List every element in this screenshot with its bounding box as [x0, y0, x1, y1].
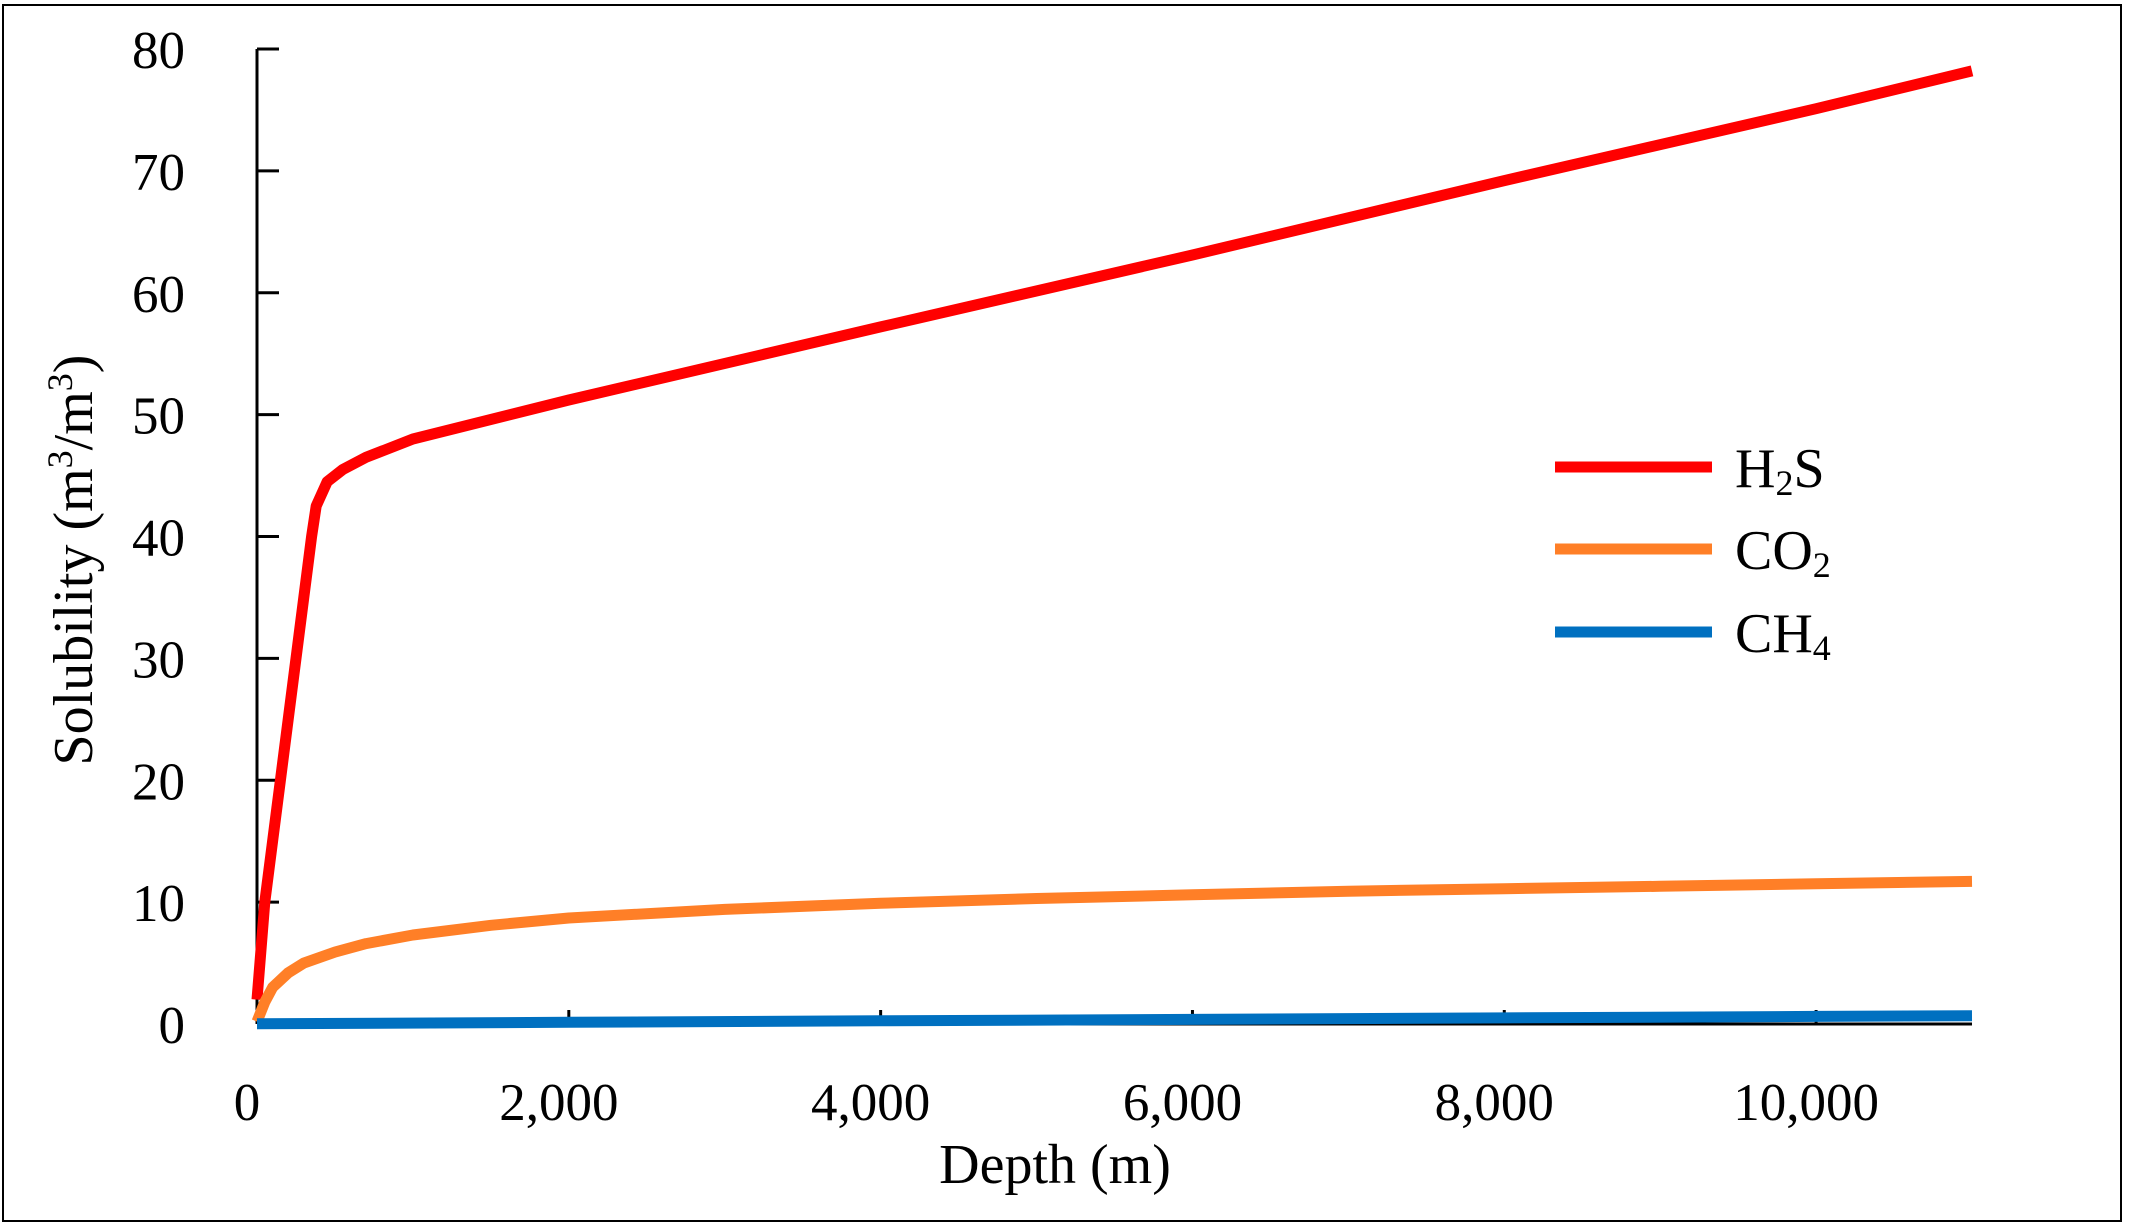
x-tick-label: 8,000 — [1435, 1074, 1554, 1132]
y-tick-label: 60 — [132, 266, 185, 324]
y-tick-label: 10 — [132, 875, 185, 933]
y-tick-label: 70 — [132, 144, 185, 202]
y-axis-title: Solubility (m3/m3) — [40, 355, 105, 766]
y-tick-label: 30 — [132, 631, 185, 689]
x-tick-label: 0 — [234, 1074, 261, 1132]
x-tick-label: 2,000 — [499, 1074, 618, 1132]
legend-label-h2s: H2S — [1735, 438, 1825, 503]
y-tick-label: 40 — [132, 510, 185, 568]
x-tick-label: 10,000 — [1733, 1074, 1879, 1132]
legend-label-co2: CO2 — [1735, 520, 1831, 585]
series-line-co2 — [251, 875, 1973, 1024]
y-tick-label: 20 — [132, 753, 185, 811]
legend: H2S CO2 CH4 — [1555, 438, 1831, 668]
x-tick-label: 6,000 — [1123, 1074, 1242, 1132]
legend-label-ch4: CH4 — [1735, 603, 1831, 668]
axes: 0 10 20 30 40 50 60 70 80 0 2,000 4,000 6,000 8,000 10… — [132, 22, 1972, 1132]
series-line-h2s — [251, 65, 1974, 1001]
series-layer — [251, 65, 1974, 1030]
y-tick-label: 0 — [159, 997, 186, 1055]
series-line-ch4 — [256, 1010, 1973, 1030]
x-axis-title: Depth (m) — [939, 1134, 1171, 1196]
x-tick-label: 4,000 — [811, 1074, 930, 1132]
y-tick-label: 50 — [132, 388, 185, 446]
y-tick-label: 80 — [132, 22, 185, 80]
